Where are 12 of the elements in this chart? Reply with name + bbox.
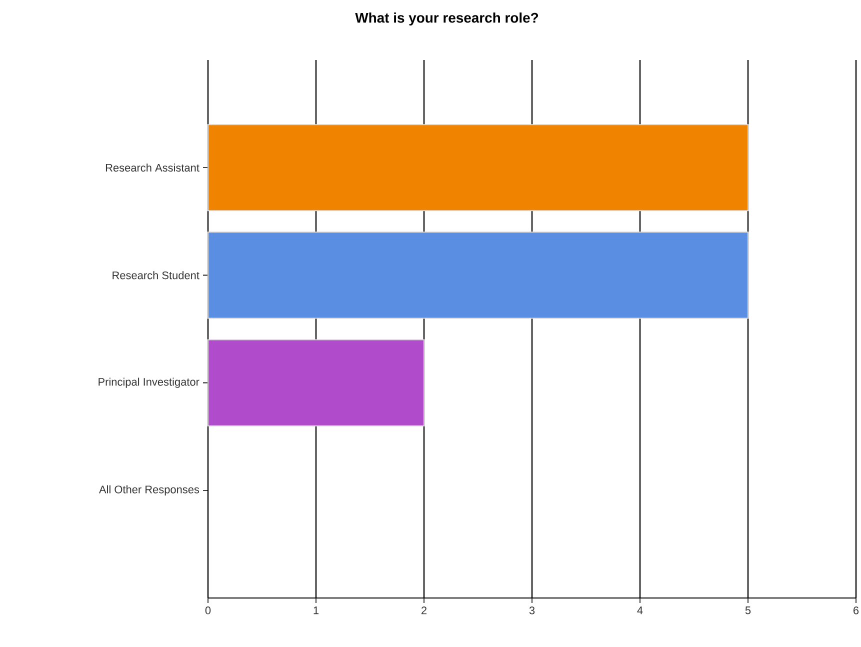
x-tick-label: 0	[205, 606, 211, 614]
x-tick-label: 6	[854, 606, 859, 614]
y-tick-label: Research Assistant	[106, 164, 200, 172]
x-tick-label: 5	[745, 606, 751, 614]
y-tick-label: Research Student	[112, 271, 200, 280]
x-tick-label: 1	[314, 606, 319, 614]
y-tick-label: Principal Investigator	[98, 378, 200, 388]
x-tick-label: 4	[637, 606, 643, 614]
chart-title: What is your research role?	[355, 12, 538, 26]
x-tick-label: 3	[529, 606, 535, 614]
x-tick-label: 2	[422, 606, 426, 614]
y-tick-label: All Other Responses	[98, 485, 200, 496]
